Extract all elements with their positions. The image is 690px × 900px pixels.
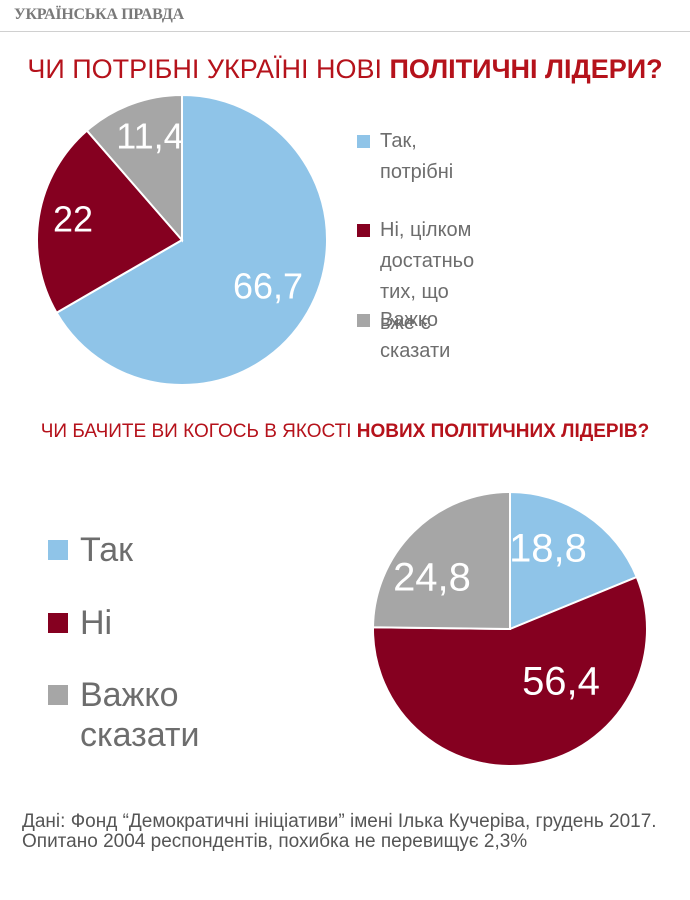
chart1-data-label-hard: 11,4	[116, 116, 183, 157]
chart1-legend-item-yes: Так, потрібні	[357, 126, 453, 188]
chart1-legend-label-yes: Так, потрібні	[380, 130, 454, 183]
chart2-title-part2: НОВИХ ПОЛІТИЧНИХ ЛІДЕРІВ?	[356, 421, 650, 442]
chart1-slice-yes	[55, 93, 328, 386]
chart2-slice-hard	[371, 490, 511, 631]
chart2-legend-swatch-no	[48, 613, 68, 633]
chart1-legend-item-no: Ні, цілком достатньо тих, що вже є	[357, 215, 474, 339]
chart1-legend-swatch-hard	[357, 314, 370, 327]
chart2-legend-swatch-yes	[48, 540, 68, 560]
chart2-data-label-no: 56,4	[522, 660, 600, 704]
chart2-legend-swatch-hard	[48, 685, 68, 705]
chart2-data-label-hard: 24,8	[393, 556, 471, 600]
chart1-data-label-yes: 66,7	[233, 266, 303, 307]
chart2-legend-label-yes: Так	[80, 531, 134, 569]
chart2-slice-no	[372, 575, 648, 767]
header-divider	[0, 31, 690, 32]
chart2-legend-item-yes: Так	[48, 530, 133, 570]
chart2-legend-item-hard: Важко сказати	[48, 675, 199, 755]
chart1-legend-swatch-yes	[357, 135, 370, 148]
chart1-legend-label-no: Ні, цілком достатньо тих, що вже є	[380, 219, 475, 334]
chart2-title-part1: ЧИ БАЧИТЕ ВИ КОГОСЬ В ЯКОСТІ	[40, 421, 357, 442]
source-note: Дані: Фонд “Демократичні ініціативи” іме…	[22, 811, 657, 852]
chart2-data-label-yes: 18,8	[509, 527, 587, 571]
chart1-title-part1: ЧИ ПОТРІБНІ УКРАЇНІ НОВІ	[27, 54, 390, 84]
site-logo: УКРАЇНСЬКА ПРАВДА	[14, 6, 184, 23]
chart2-legend-label-hard: Важко сказати	[80, 676, 200, 754]
chart1-legend-swatch-no	[357, 224, 370, 237]
chart2-legend-item-no: Ні	[48, 603, 112, 643]
chart1-legend-item-hard: Важко сказати	[357, 305, 450, 367]
chart1-title: ЧИ ПОТРІБНІ УКРАЇНІ НОВІ ПОЛІТИЧНІ ЛІДЕР…	[0, 54, 690, 85]
chart1-legend-label-hard: Важко сказати	[380, 309, 451, 362]
chart2-title: ЧИ БАЧИТЕ ВИ КОГОСЬ В ЯКОСТІ НОВИХ ПОЛІТ…	[0, 421, 690, 443]
chart2-slice-yes	[509, 490, 639, 631]
chart1-data-label-no: 22	[53, 199, 93, 240]
chart1-slice-hard	[85, 93, 183, 243]
chart1-slice-no	[36, 129, 184, 315]
chart1-title-part2: ПОЛІТИЧНІ ЛІДЕРИ?	[389, 54, 663, 84]
chart2-legend-label-no: Ні	[80, 604, 113, 642]
